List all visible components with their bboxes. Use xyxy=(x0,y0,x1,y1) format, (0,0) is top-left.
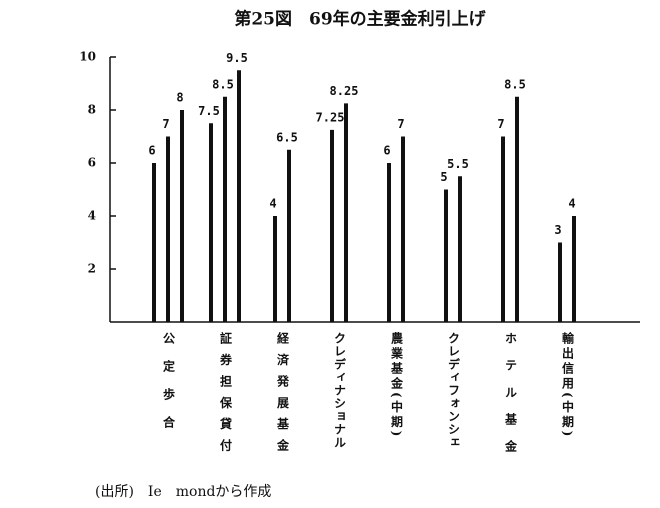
chart-title: 第25図 69年の主要金利引上げ xyxy=(234,9,486,30)
value-label: 8.5 xyxy=(212,77,234,91)
bar xyxy=(401,136,405,322)
bar xyxy=(166,136,170,322)
value-label: 3 xyxy=(554,223,561,237)
y-tick-label: 8 xyxy=(88,103,96,117)
value-label: 7 xyxy=(397,117,404,131)
y-tick-label: 2 xyxy=(88,262,96,276)
value-label: 4 xyxy=(269,197,276,211)
y-tick-label: 10 xyxy=(79,50,96,64)
bar xyxy=(501,136,505,322)
y-tick-label: 6 xyxy=(88,156,96,170)
bar xyxy=(180,110,184,322)
y-tick-label: 4 xyxy=(88,209,96,223)
value-label: 7.25 xyxy=(316,110,345,124)
bar xyxy=(152,163,156,322)
x-tick-label: クレディナショナル xyxy=(333,332,347,449)
value-label: 8.25 xyxy=(330,84,359,98)
bar xyxy=(287,149,291,322)
value-label: 7 xyxy=(162,117,169,131)
value-label: 5.5 xyxy=(447,157,469,171)
bar xyxy=(344,103,348,322)
x-tick-label: 経済発展基金 xyxy=(276,331,290,461)
bar xyxy=(273,216,277,322)
bar xyxy=(515,96,519,322)
x-tick-label: 農業基金(中期) xyxy=(390,331,404,440)
value-label: 6 xyxy=(148,144,155,158)
bar xyxy=(209,123,213,322)
x-tick-label: クレディフォンシェ xyxy=(447,332,461,449)
value-label: 6.5 xyxy=(276,130,298,144)
bar xyxy=(330,129,334,322)
value-label: 5 xyxy=(440,170,447,184)
bar xyxy=(458,176,462,322)
bar xyxy=(387,163,391,322)
bar xyxy=(444,189,448,322)
source-note: (出所) Ie mondから作成 xyxy=(95,484,271,500)
value-label: 7 xyxy=(497,117,504,131)
value-label: 6 xyxy=(383,144,390,158)
bar xyxy=(237,70,241,322)
x-tick-label: 公定歩合 xyxy=(162,332,176,444)
value-label: 8 xyxy=(176,91,183,105)
value-label: 4 xyxy=(568,197,575,211)
x-tick-label: 証券担保貸付 xyxy=(219,331,233,461)
bar xyxy=(572,216,576,322)
value-label: 9.5 xyxy=(226,51,248,65)
value-label: 8.5 xyxy=(504,77,526,91)
x-tick-label: 輸出信用(中期) xyxy=(561,331,575,440)
bar xyxy=(223,96,227,322)
bar xyxy=(558,242,562,322)
x-tick-label: ホテル基金 xyxy=(504,332,518,467)
value-label: 7.5 xyxy=(198,104,220,118)
